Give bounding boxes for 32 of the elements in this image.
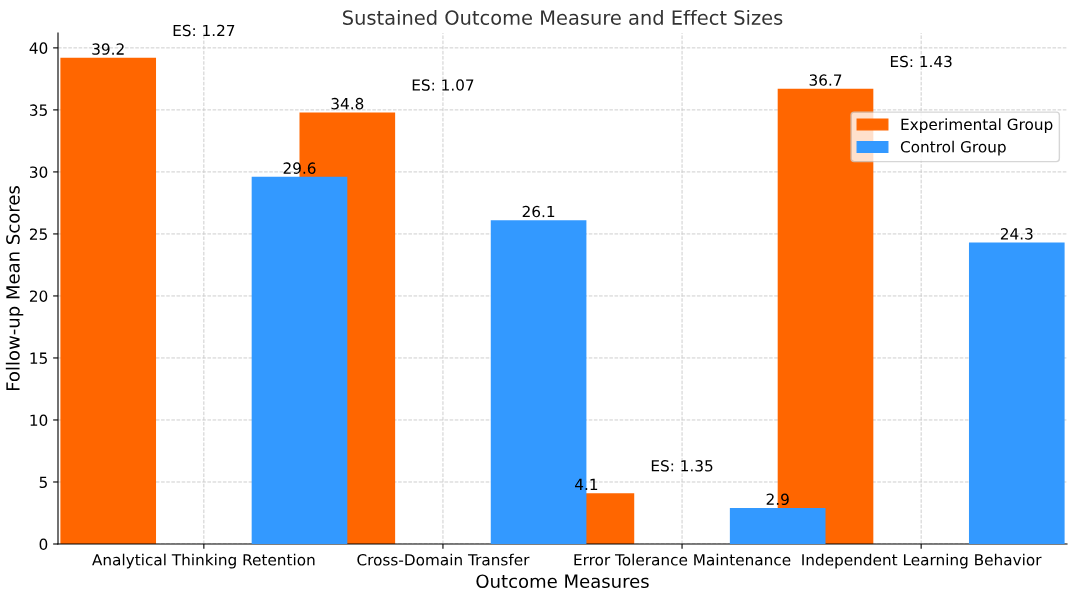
- legend-label: Experimental Group: [901, 118, 1053, 134]
- bar: [729, 508, 826, 544]
- data-label: 29.6: [283, 162, 316, 174]
- data-label: 24.3: [1000, 228, 1033, 240]
- bar: [968, 242, 1065, 544]
- y-tick-label: 0: [39, 538, 48, 551]
- annotation: ES: 1.43: [890, 55, 952, 68]
- annotation: ES: 1.35: [651, 460, 713, 472]
- annotation: ES: 1.07: [412, 79, 474, 91]
- chart-title: Sustained Outcome Measure and Effect Sizes: [343, 9, 783, 25]
- y-tick-label: 35: [30, 104, 47, 116]
- y-tick-label: 25: [29, 228, 47, 240]
- data-label: 34.8: [331, 97, 364, 110]
- x-axis-title: Outcome Measures: [476, 574, 649, 589]
- y-tick-label: 10: [30, 414, 48, 426]
- legend-label: Control Group: [900, 140, 1006, 156]
- annotation: ES: 1.27: [173, 24, 235, 37]
- data-label: 39.2: [92, 43, 124, 55]
- x-tick-label: Error Tolerance Maintenance: [574, 553, 791, 566]
- y-tick-label: 40: [29, 42, 48, 54]
- x-tick-label: Independent Learning Behavior: [802, 553, 1042, 569]
- x-tick-label: Cross-Domain Transfer: [357, 553, 530, 566]
- y-tick-label: 20: [29, 290, 48, 302]
- x-tick-label: Analytical Thinking Retention: [92, 553, 315, 569]
- y-tick-label: 30: [30, 166, 48, 178]
- y-tick-label: 5: [39, 476, 47, 489]
- bar: [251, 176, 348, 544]
- data-label: 36.7: [809, 74, 842, 86]
- y-axis-title: Follow-up Mean Scores: [5, 186, 24, 391]
- bar: [60, 57, 157, 544]
- data-label: 26.1: [522, 205, 555, 218]
- y-tick-label: 15: [30, 352, 47, 364]
